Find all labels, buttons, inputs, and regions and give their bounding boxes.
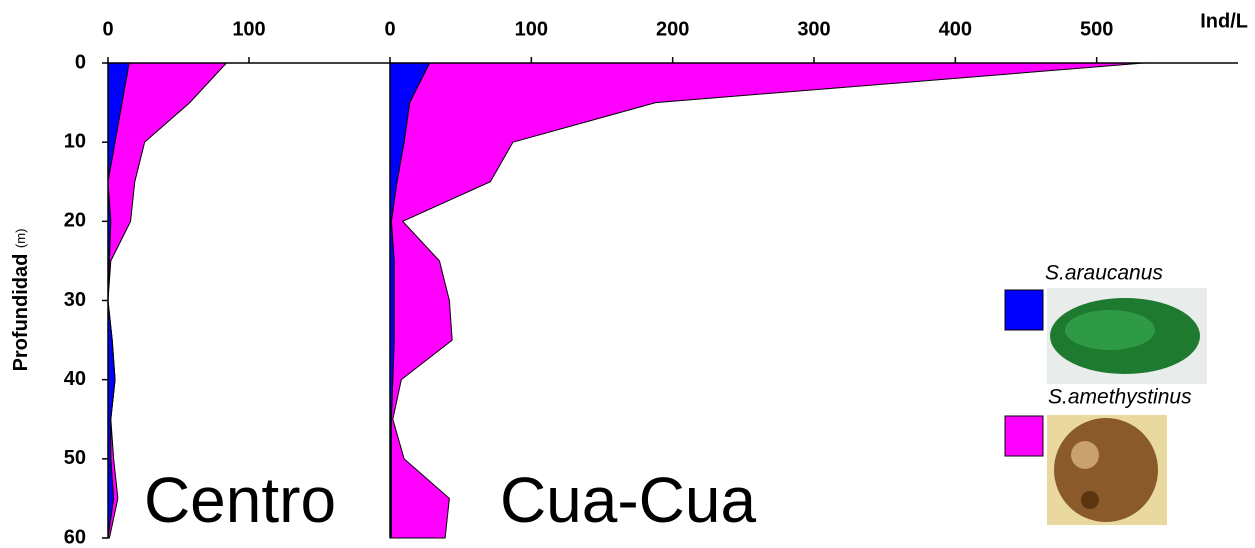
photo: [1047, 415, 1167, 525]
y-tick-label: 0: [75, 51, 86, 73]
area: [390, 62, 1145, 539]
x-tick-label: 100: [515, 18, 548, 40]
x-tick-label: 0: [384, 18, 395, 40]
legend-label: S.araucanus: [1045, 262, 1163, 285]
x-tick-label: 0: [102, 18, 113, 40]
y-label-main: Profundidad: [10, 254, 32, 372]
y-label-unit: (m): [13, 229, 28, 249]
x-axis-label: Ind/L: [1200, 10, 1248, 32]
photo: [1047, 288, 1207, 384]
y-tick-label: 30: [64, 289, 86, 311]
x-tick-label: 500: [1080, 18, 1113, 40]
y-axis-label: Profundidad (m): [10, 229, 32, 372]
x-tick-label: 100: [232, 18, 265, 40]
y-tick-label: 50: [64, 447, 86, 469]
x-tick-label: 400: [939, 18, 972, 40]
panel-title: Cua-Cua: [500, 464, 757, 536]
legend-swatch: [1004, 415, 1044, 457]
panel-title: Centro: [144, 464, 336, 536]
y-tick-label: 20: [64, 210, 86, 232]
y-tick-label: 40: [64, 368, 86, 390]
y-tick-label: 10: [64, 130, 86, 152]
y-tick-label: 60: [64, 526, 86, 548]
x-tick-label: 300: [797, 18, 830, 40]
legend-label: S.amethystinus: [1048, 386, 1192, 409]
legend-swatch: [1004, 289, 1044, 331]
x-tick-label: 200: [656, 18, 689, 40]
